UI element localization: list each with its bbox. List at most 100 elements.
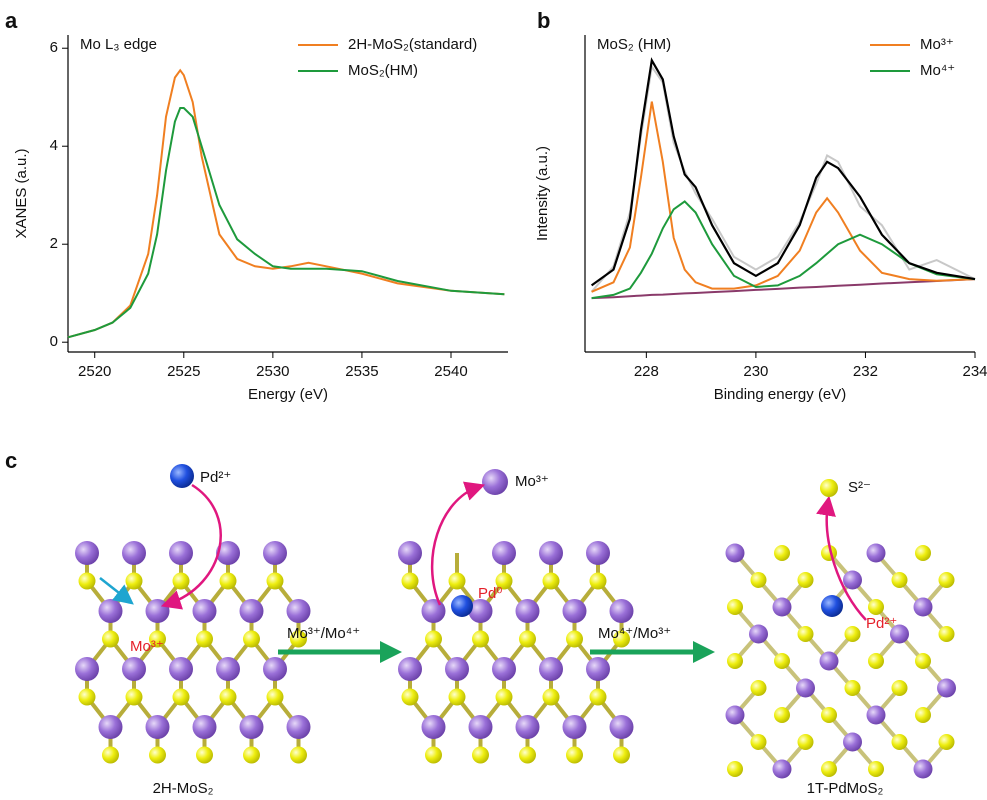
mo-atom bbox=[422, 599, 446, 623]
y-tick-label: 4 bbox=[50, 137, 58, 154]
s-atom bbox=[220, 573, 237, 590]
mo-atom bbox=[726, 706, 745, 725]
data-line bbox=[68, 108, 504, 337]
mo-atom bbox=[216, 657, 240, 681]
mo-atom bbox=[169, 657, 193, 681]
mo-atom bbox=[796, 679, 815, 698]
ion-label: Mo³⁺ bbox=[130, 638, 164, 655]
data-line bbox=[592, 102, 975, 292]
mo-atom bbox=[122, 541, 146, 565]
mo-atom bbox=[240, 715, 264, 739]
s-atom bbox=[425, 631, 442, 648]
panel-label: c bbox=[5, 448, 17, 473]
s-atom bbox=[939, 734, 955, 750]
s-atom bbox=[543, 573, 560, 590]
step-arrow bbox=[380, 641, 402, 663]
mo-atom bbox=[610, 715, 634, 739]
s-atom bbox=[727, 599, 743, 615]
s-atom bbox=[845, 626, 861, 642]
mo-atom bbox=[726, 544, 745, 563]
s-atom bbox=[798, 626, 814, 642]
s-atom bbox=[196, 747, 213, 764]
s-atom bbox=[472, 747, 489, 764]
caption: 2H-MoS₂ bbox=[153, 780, 214, 797]
x-tick-label: 2540 bbox=[434, 363, 467, 380]
x-tick-label: 228 bbox=[634, 363, 659, 380]
s-atom bbox=[243, 631, 260, 648]
s-atom bbox=[868, 599, 884, 615]
s-atom bbox=[449, 689, 466, 706]
page: a b c 252025252530253525400246Energy (eV… bbox=[0, 0, 987, 800]
s-atom bbox=[102, 631, 119, 648]
x-tick-label: 2525 bbox=[167, 363, 200, 380]
mo-atom bbox=[749, 625, 768, 644]
mo-atom bbox=[492, 657, 516, 681]
ion-label: Pd²⁺ bbox=[866, 615, 897, 632]
mo-atom bbox=[586, 541, 610, 565]
mo-atom bbox=[193, 599, 217, 623]
arrow bbox=[100, 578, 128, 600]
mo-atom bbox=[843, 733, 862, 752]
s-atom bbox=[774, 545, 790, 561]
mo-atom bbox=[773, 760, 792, 779]
caption: 1T-PdMoS₂ bbox=[807, 780, 884, 797]
y-tick-label: 0 bbox=[50, 333, 58, 350]
s-atom bbox=[472, 631, 489, 648]
annotations: Pd²⁺ Mo³⁺ Mo³⁺ Pd⁰ S²⁻ Pd²⁺ Mo³⁺/Mo⁴⁺ Mo… bbox=[100, 464, 897, 797]
mo-atom bbox=[539, 657, 563, 681]
y-axis-label: Intensity (a.u.) bbox=[534, 146, 551, 241]
mo-atom bbox=[422, 715, 446, 739]
pd-atom bbox=[451, 595, 473, 617]
step-label: Mo⁴⁺/Mo³⁺ bbox=[598, 625, 671, 642]
s-atom bbox=[566, 747, 583, 764]
s-atom bbox=[425, 747, 442, 764]
step-label: Mo³⁺/Mo⁴⁺ bbox=[287, 625, 360, 642]
s-atom bbox=[868, 761, 884, 777]
s-atom bbox=[820, 479, 838, 497]
mo-atom bbox=[610, 599, 634, 623]
s-atom bbox=[173, 573, 190, 590]
ion-label: Pd⁰ bbox=[478, 585, 502, 602]
s-atom bbox=[566, 631, 583, 648]
lattices bbox=[75, 503, 956, 779]
step-arrow bbox=[693, 641, 715, 663]
pd-atom bbox=[170, 464, 194, 488]
s-atom bbox=[613, 747, 630, 764]
legend-label: Mo⁴⁺ bbox=[920, 62, 955, 79]
x-tick-label: 2535 bbox=[345, 363, 378, 380]
s-atom bbox=[751, 572, 767, 588]
s-atom bbox=[915, 653, 931, 669]
s-atom bbox=[543, 689, 560, 706]
s-atom bbox=[727, 761, 743, 777]
annotation: Mo L₃ edge bbox=[80, 36, 157, 53]
x-tick-label: 234 bbox=[962, 363, 987, 380]
legend-label: Mo³⁺ bbox=[920, 36, 954, 53]
s-atom bbox=[267, 573, 284, 590]
data-line bbox=[592, 60, 975, 285]
x-axis-label: Energy (eV) bbox=[248, 386, 328, 403]
mo-atom bbox=[75, 541, 99, 565]
mo-atom bbox=[398, 657, 422, 681]
s-atom bbox=[868, 653, 884, 669]
mo-atom bbox=[445, 657, 469, 681]
s-atom bbox=[892, 734, 908, 750]
s-atom bbox=[79, 689, 96, 706]
mo-atom bbox=[820, 652, 839, 671]
x-axis-label: Binding energy (eV) bbox=[714, 386, 847, 403]
mo-atom bbox=[482, 469, 508, 495]
s-atom bbox=[519, 747, 536, 764]
ion-label: S²⁻ bbox=[848, 479, 871, 496]
s-atom bbox=[590, 573, 607, 590]
mo-atom bbox=[516, 599, 540, 623]
mo-atom bbox=[937, 679, 956, 698]
s-atom bbox=[590, 689, 607, 706]
s-atom bbox=[892, 680, 908, 696]
s-atom bbox=[751, 680, 767, 696]
mo-atom bbox=[75, 657, 99, 681]
s-atom bbox=[798, 734, 814, 750]
mo-atom bbox=[843, 571, 862, 590]
s-atom bbox=[79, 573, 96, 590]
mo-atom bbox=[193, 715, 217, 739]
mo-atom bbox=[287, 599, 311, 623]
mo-atom bbox=[586, 657, 610, 681]
